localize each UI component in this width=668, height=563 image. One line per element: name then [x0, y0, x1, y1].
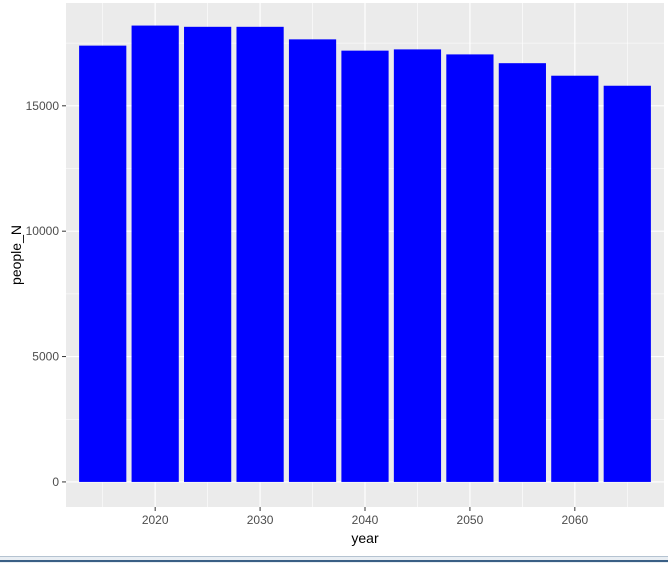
y-tick-label: 10000	[26, 224, 60, 238]
bar	[446, 54, 494, 482]
x-axis-title: year	[351, 530, 379, 546]
y-tick-label: 5000	[32, 350, 59, 364]
bar	[288, 39, 337, 482]
bars	[79, 25, 651, 482]
window-bottom-border	[0, 556, 668, 563]
x-axis: 2020 2030 2040 2050 2060	[142, 507, 588, 527]
bar	[184, 26, 232, 482]
y-axis-title: people_N	[8, 225, 24, 285]
bar	[236, 26, 284, 482]
x-tick-label: 2040	[352, 513, 379, 527]
bar	[551, 75, 599, 482]
x-tick-label: 2050	[457, 513, 484, 527]
bar	[79, 45, 127, 482]
y-tick-label: 15000	[26, 99, 60, 113]
x-tick-label: 2020	[142, 513, 169, 527]
y-tick-label: 0	[52, 475, 59, 489]
window-bottom-edge	[0, 560, 668, 562]
y-axis: 0 5000 10000 15000	[26, 99, 66, 489]
bar	[393, 49, 442, 482]
bar	[498, 63, 546, 482]
x-tick-label: 2030	[247, 513, 274, 527]
bar	[603, 85, 651, 482]
x-tick-label: 2060	[561, 513, 588, 527]
bar	[341, 50, 389, 482]
bar	[131, 25, 179, 482]
